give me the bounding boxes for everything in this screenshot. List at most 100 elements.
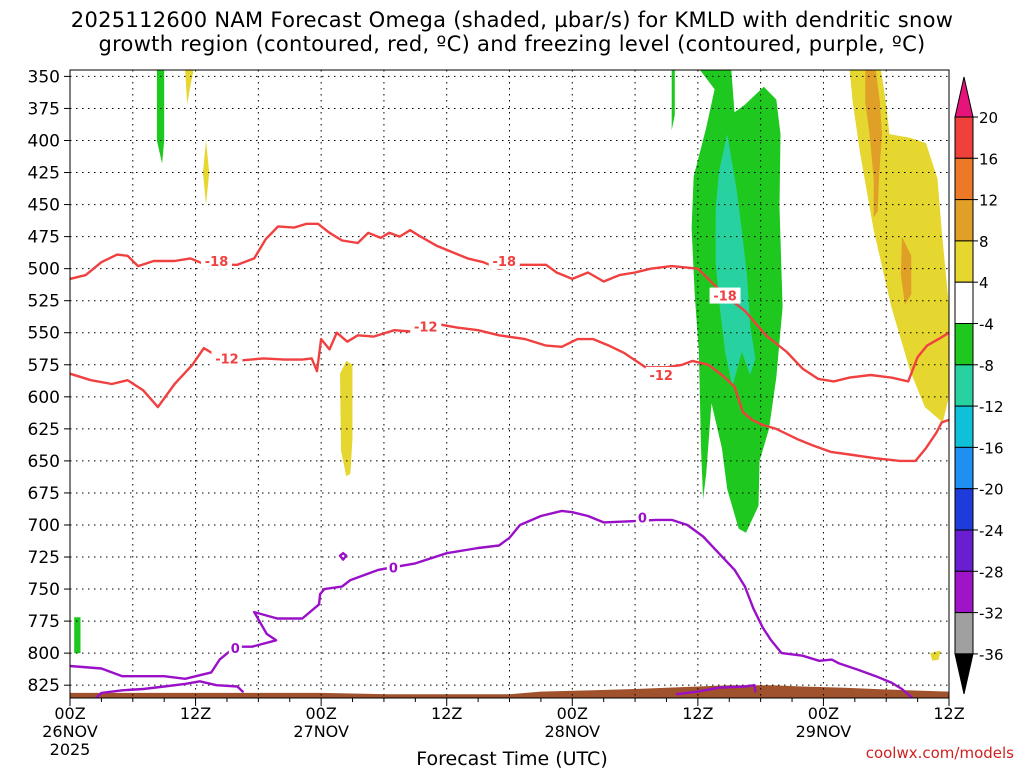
y-tick-label-450: 450 [28, 196, 60, 216]
y-tick-label-500: 500 [28, 260, 60, 280]
omega-region-11 [900, 236, 912, 305]
dgz-label-bg [709, 287, 741, 304]
freezing-level-contour-segment-4 [338, 552, 348, 561]
freezing-level-contour-segment-2 [94, 680, 244, 698]
freezing-level-contour-segment-3 [675, 684, 757, 696]
freezing-level-contour-label: 0 [389, 561, 398, 576]
y-tick-label-350: 350 [28, 67, 60, 87]
colorbar-label: -36 [979, 646, 1004, 664]
y-tick-label-375: 375 [28, 99, 60, 119]
colorbar-label: -12 [979, 398, 1004, 416]
y-tick-label-475: 475 [28, 228, 60, 248]
colorbar-label: -8 [979, 357, 994, 375]
freezing-level-label-bg [635, 509, 649, 526]
colorbar-bin--8-to--4 [954, 323, 974, 366]
x-tick-label-12h: 12Z [180, 704, 211, 723]
y-tick-label-400: 400 [28, 131, 60, 151]
colorbar-bin-8-to-12 [954, 199, 974, 242]
y-tick-label-425: 425 [28, 164, 60, 184]
colorbar-bin--12-to--8 [954, 364, 974, 407]
omega-region-10 [865, 70, 882, 218]
dgz-label-bg [645, 367, 677, 384]
dgz-label-bg [201, 252, 232, 269]
dgz-contour-label: -12 [215, 352, 239, 367]
colorbar-label: -32 [979, 605, 1004, 623]
colorbar-label: 20 [979, 109, 998, 127]
y-tick-label-800: 800 [28, 644, 60, 664]
axes-layer: 350 375 400 425 450 475 500 525 550 575 600 625 650 6… [28, 67, 965, 759]
omega-region-6 [185, 70, 194, 105]
dgz-contour--12 [70, 322, 949, 463]
plot-frame [69, 69, 950, 699]
y-tick-label-550: 550 [28, 324, 60, 344]
colorbar-label: 12 [979, 192, 998, 210]
y-tick-label-775: 775 [28, 612, 60, 632]
x-tick-label-0h: 26NOV [42, 722, 98, 741]
y-tick-label-600: 600 [28, 388, 60, 408]
dgz-label-bg [410, 318, 442, 335]
x-tick-label-0h: 00Z [54, 704, 85, 723]
source-credit: coolwx.com/models [866, 744, 1014, 762]
omega-region-9 [849, 70, 949, 423]
omega-region-8 [340, 360, 353, 477]
y-tick-label-725: 725 [28, 548, 60, 568]
colorbar-bin-4-to-8 [954, 240, 974, 283]
colorbar-bin--36-to--32 [954, 612, 974, 655]
colorbar-bin-12-to-16 [954, 157, 974, 201]
colorbar-bin--24-to--20 [954, 488, 974, 531]
x-tick-label-36h: 12Z [431, 704, 462, 723]
colorbar-under-triangle [954, 653, 974, 695]
colorbar-label: -4 [979, 316, 994, 334]
chart-title-line-1: 2025112600 NAM Forecast Omega (shaded, µ… [70, 8, 954, 32]
freezing-level-label-bg [386, 559, 400, 576]
x-tick-label-72h: 00Z [808, 704, 839, 723]
freezing-level-label-bg [228, 640, 242, 657]
colorbar-label: 16 [979, 150, 998, 168]
dgz-label-bg [211, 350, 243, 367]
freezing-level-contour-label: 0 [638, 511, 647, 526]
omega-region-1 [156, 70, 165, 164]
colorbar-bin-16-to-20 [954, 116, 974, 159]
colorbar-label: 8 [979, 233, 989, 251]
y-tick-label-525: 525 [28, 292, 60, 312]
dgz-contour-label: -12 [649, 369, 673, 384]
y-tick-label-650: 650 [28, 452, 60, 472]
y-tick-label-625: 625 [28, 420, 60, 440]
colorbar-bin--4-to-4 [954, 281, 974, 325]
dgz-contour-label: -18 [493, 255, 517, 270]
x-tick-label-48h: 00Z [557, 704, 588, 723]
colorbar-bin--28-to--24 [954, 529, 974, 572]
colorbar-label: -20 [979, 481, 1004, 499]
y-tick-label-700: 700 [28, 516, 60, 536]
dgz-label-bg [488, 252, 520, 269]
dgz-contour-label: -12 [414, 320, 438, 335]
colorbar-over-triangle [954, 76, 974, 118]
x-tick-label-72h: 29NOV [796, 722, 852, 741]
gridlines-layer [70, 70, 949, 698]
omega-region-3 [671, 70, 675, 131]
colorbar-label: -16 [979, 439, 1004, 457]
y-tick-label-575: 575 [28, 356, 60, 376]
x-tick-label-84h: 12Z [933, 704, 964, 723]
x-tick-label-0h: 2025 [50, 740, 91, 759]
contour-label-layer: -18 -18 -18 -12 -12 -12 0 0 0 [201, 252, 741, 657]
chart-title-line-2: growth region (contoured, red, ºC) and f… [98, 32, 926, 56]
colorbar-bin--20-to--16 [954, 446, 974, 490]
omega-region-12 [930, 650, 941, 661]
colorbar-label: -24 [979, 522, 1004, 540]
x-tick-label-24h: 00Z [305, 704, 336, 723]
omega-region-5 [715, 134, 756, 387]
colorbar-bin--16-to--12 [954, 405, 974, 448]
freezing-level-contour-0 [70, 509, 914, 698]
omega-region-7 [202, 140, 210, 205]
y-tick-label-825: 825 [28, 676, 60, 696]
colorbar-label: 4 [979, 274, 989, 292]
x-tick-label-60h: 12Z [682, 704, 713, 723]
omega-region-2 [74, 617, 81, 654]
x-tick-label-48h: 28NOV [544, 722, 600, 741]
colorbar-bin--32-to--28 [954, 570, 974, 614]
colorbar: 20 16 12 8 4 -4 -8 -12 -16 -20 -24 -28 -32 -36 [954, 76, 1004, 695]
colorbar-label: -28 [979, 563, 1004, 581]
